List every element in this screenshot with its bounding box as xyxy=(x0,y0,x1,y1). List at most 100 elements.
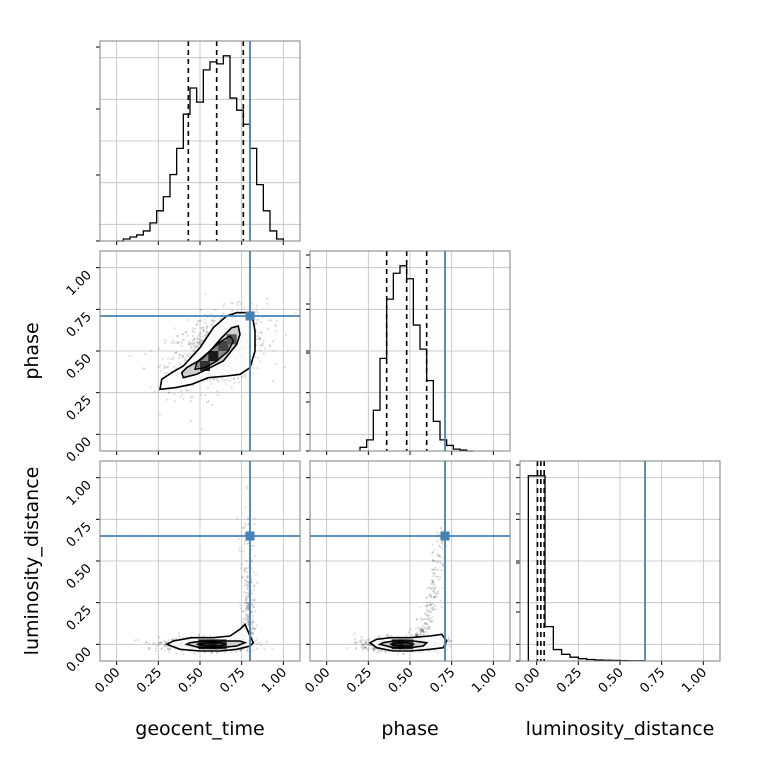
panel-luminosity_distance_vs_phase-scatter-point xyxy=(442,564,445,567)
panel-luminosity_distance_vs_geocent_time-scatter-point xyxy=(247,608,250,611)
panel-luminosity_distance_vs_geocent_time-scatter-point xyxy=(242,617,245,620)
panel-luminosity_distance_vs_phase-scatter-point xyxy=(421,624,425,627)
panel-luminosity_distance_vs_phase-scatter-point xyxy=(431,559,435,562)
panel-luminosity_distance_vs_phase-scatter-point xyxy=(425,614,428,617)
panel-phase_vs_geocent_time-scatter-point xyxy=(158,413,162,416)
panel-phase_vs_geocent_time-scatter-point xyxy=(258,337,261,340)
panel-luminosity_distance_vs_phase-scatter-point xyxy=(373,647,377,651)
panel-luminosity_distance_vs_phase-scatter-point xyxy=(427,626,430,629)
panel-luminosity_distance_vs_phase-scatter-point xyxy=(437,568,440,572)
panel-phase_vs_geocent_time-scatter-point xyxy=(201,326,204,329)
panel-phase_vs_geocent_time-scatter-point xyxy=(271,340,274,343)
panel-luminosity_distance_vs_geocent_time-scatter-point xyxy=(246,604,249,607)
panel-luminosity_distance_vs_geocent_time-scatter-point xyxy=(252,606,255,609)
panel-luminosity_distance_vs_phase-scatter-point xyxy=(429,587,432,590)
panel-phase_vs_geocent_time-scatter-point xyxy=(240,375,243,378)
panel-phase_vs_geocent_time-scatter-point xyxy=(244,373,247,377)
panel-luminosity_distance_vs_geocent_time-scatter-point xyxy=(258,641,261,644)
panel-luminosity_distance_vs_phase-scatter-point xyxy=(415,618,419,621)
panel-phase_vs_geocent_time-scatter-point xyxy=(294,311,297,314)
panel-luminosity_distance_vs_geocent_time-scatter-point xyxy=(253,584,256,587)
panel-luminosity_distance_vs_geocent_time-scatter-point xyxy=(224,650,227,654)
panel-luminosity_distance_vs_geocent_time-scatter-point xyxy=(244,579,247,582)
panel-phase_vs_geocent_time-scatter-point xyxy=(207,386,210,389)
panel-luminosity_distance_vs_phase-scatter-point xyxy=(359,641,362,644)
panel-luminosity_distance_vs_phase-scatter-point xyxy=(448,640,451,644)
panel-phase_vs_geocent_time-scatter-point xyxy=(144,352,147,355)
panel-phase_vs_geocent_time-scatter-point xyxy=(228,379,231,383)
panel-luminosity_distance_vs_geocent_time-scatter-point xyxy=(177,632,180,635)
panel-phase_vs_geocent_time-scatter-point xyxy=(259,330,262,333)
panel-phase_vs_geocent_time-scatter-point xyxy=(212,378,215,381)
panel-luminosity_distance_vs_phase-scatter-point xyxy=(415,618,418,621)
panel-luminosity_distance_vs_phase-scatter-point xyxy=(426,609,430,612)
panel-luminosity_distance_vs_phase-density-peak-0 xyxy=(391,639,402,650)
panel-luminosity_distance_vs_phase-scatter-point xyxy=(417,629,420,632)
panel-luminosity_distance_vs_geocent_time-scatter-point xyxy=(244,522,247,526)
panel-luminosity_distance_vs_geocent_time-scatter-point xyxy=(203,634,206,637)
panel-luminosity_distance_vs_geocent_time-scatter-point xyxy=(216,651,219,655)
panel-luminosity_distance_vs_phase-scatter-point xyxy=(437,592,440,595)
panel-phase_vs_geocent_time-scatter-point xyxy=(198,341,201,344)
panel-luminosity_distance_vs_phase-scatter-point xyxy=(425,605,428,608)
panel-luminosity_distance_vs_phase-scatter-point xyxy=(431,582,434,585)
panel-luminosity_distance_vs_geocent_time-scatter-point xyxy=(245,559,248,562)
panel-luminosity_distance_vs_phase-scatter-point xyxy=(396,653,399,656)
panel-phase_vs_geocent_time-contour-inner xyxy=(194,335,235,371)
panel-luminosity_distance_vs_phase-scatter-point xyxy=(422,618,425,621)
panel-phase_vs_geocent_time-scatter-point xyxy=(189,419,192,422)
x-axis-title-phase: phase xyxy=(381,718,438,740)
panel-phase_vs_geocent_time-scatter-point xyxy=(193,341,196,345)
panel-luminosity_distance_vs_geocent_time-scatter-point xyxy=(246,517,249,520)
panel-luminosity_distance_vs_phase-scatter-point xyxy=(447,638,450,641)
panel-luminosity_distance_vs_phase-scatter-point xyxy=(377,636,380,639)
panel-phase_vs_geocent_time-scatter-point xyxy=(182,397,185,400)
panel-luminosity_distance_vs_geocent_time-scatter-point xyxy=(137,639,140,642)
panel-luminosity_distance_vs_phase-scatter-point xyxy=(437,554,440,557)
panel-phase_vs_geocent_time-scatter-point xyxy=(195,345,198,349)
panel-phase_vs_geocent_time-scatter-point xyxy=(185,331,188,334)
panel-luminosity_distance_vs_phase-scatter-point xyxy=(405,634,408,637)
panel-luminosity_distance_vs_geocent_time-scatter-point xyxy=(245,598,248,602)
panel-luminosity_distance_vs_geocent_time-scatter-point xyxy=(153,642,156,645)
panel-phase_vs_geocent_time-scatter-point xyxy=(193,331,196,334)
panel-luminosity_distance_vs_phase-scatter-point xyxy=(428,586,431,589)
panel-luminosity_distance_vs_phase-scatter-point xyxy=(429,593,432,596)
panel-luminosity_distance_vs_phase-scatter-point xyxy=(354,646,358,649)
panel-luminosity_distance_vs_phase-scatter-point xyxy=(431,620,434,623)
panel-luminosity_distance_vs_phase-scatter-point xyxy=(361,643,364,646)
panel-phase_vs_geocent_time-scatter-point xyxy=(268,344,271,347)
panel-luminosity_distance_vs_geocent_time-scatter-point xyxy=(251,593,254,596)
panel-luminosity_distance_vs_phase-scatter-point xyxy=(431,606,434,609)
panel-luminosity_distance_vs_phase-scatter-point xyxy=(364,646,367,650)
panel-phase_vs_geocent_time-scatter-point xyxy=(196,320,200,323)
panel-luminosity_distance_vs_phase-scatter-point xyxy=(426,627,429,630)
panel-luminosity_distance_vs_geocent_time-scatter-point xyxy=(239,549,242,553)
panel-luminosity_distance_vs_geocent_time-scatter-point xyxy=(145,640,148,643)
panel-luminosity_distance_vs_phase-scatter-point xyxy=(414,633,417,636)
panel-luminosity_distance_vs_geocent_time-scatter-point xyxy=(181,650,184,653)
panel-luminosity_distance_vs_phase-scatter-point xyxy=(432,596,436,599)
panel-luminosity_distance_vs_geocent_time-scatter-point xyxy=(245,609,248,613)
panel-luminosity_distance_vs_geocent_time-scatter-point xyxy=(243,542,246,545)
panel-luminosity_distance_vs_phase-scatter-point xyxy=(356,640,359,644)
panel-phase_vs_geocent_time-scatter-point xyxy=(204,333,207,337)
panel-luminosity_distance_vs_geocent_time-scatter-point xyxy=(147,646,150,650)
panel-luminosity_distance_vs_geocent_time-scatter-point xyxy=(260,643,263,647)
panel-luminosity_distance_vs_phase-scatter-point xyxy=(420,650,423,653)
panel-luminosity_distance_vs_phase-scatter-point xyxy=(420,630,423,633)
panel-phase_vs_geocent_time-scatter-point xyxy=(183,359,186,362)
panel-phase_vs_geocent_time-scatter-point xyxy=(205,378,208,381)
panel-phase_vs_geocent_time-scatter-point xyxy=(199,338,202,341)
panel-phase_vs_geocent_time-scatter-point xyxy=(205,331,208,334)
panel-phase_vs_geocent_time-scatter-point xyxy=(260,331,263,335)
panel-luminosity_distance_vs_phase-scatter-point xyxy=(421,628,424,632)
panel-luminosity_distance_vs_geocent_time-scatter-point xyxy=(271,647,274,650)
panel-luminosity_distance_vs_phase-scatter-point xyxy=(426,627,430,631)
panel-luminosity_distance_vs_geocent_time-scatter-point xyxy=(247,522,250,526)
panel-luminosity_distance_vs_phase-scatter-point xyxy=(367,649,370,652)
panel-phase_vs_geocent_time-scatter-point xyxy=(159,370,162,373)
panel-luminosity_distance_vs_geocent_time-scatter-point xyxy=(245,579,248,582)
panel-luminosity_distance_vs_geocent_time-scatter-point xyxy=(197,633,200,636)
